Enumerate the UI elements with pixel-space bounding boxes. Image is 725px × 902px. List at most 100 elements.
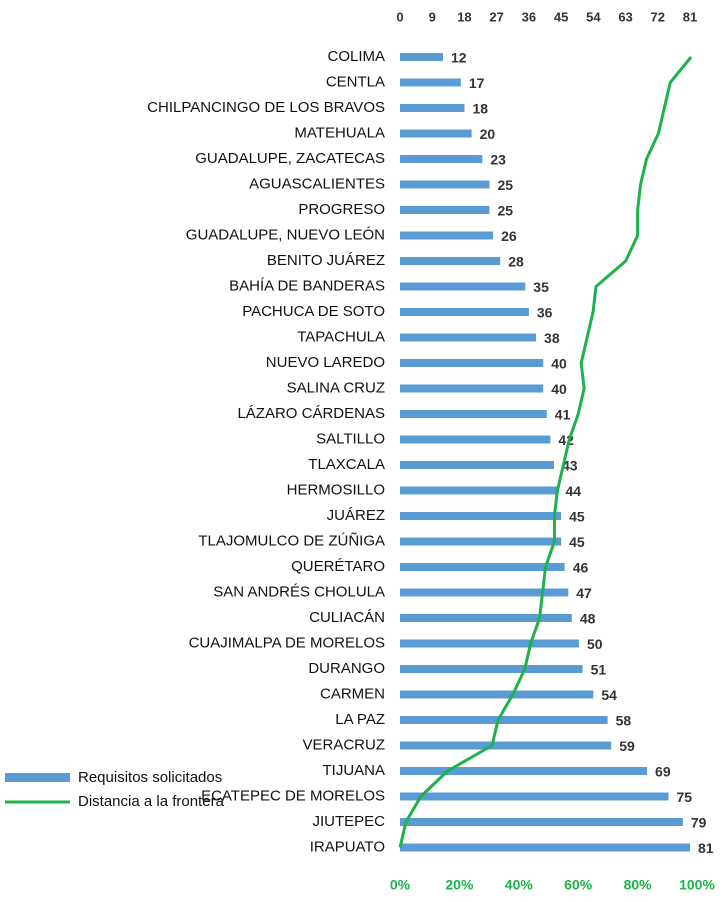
value-label: 28	[508, 254, 524, 270]
x-tick-label: 9	[429, 9, 436, 24]
value-label: 41	[555, 407, 571, 423]
category-label: QUERÉTARO	[291, 558, 385, 575]
legend-label: Distancia a la frontera	[78, 793, 225, 810]
bar	[400, 410, 547, 418]
legend-swatch	[5, 773, 70, 782]
x2-tick-label: 20%	[445, 877, 474, 893]
category-label: ECATEPEC DE MORELOS	[201, 787, 385, 804]
x-tick-label: 36	[522, 9, 536, 24]
category-label: CENTLA	[326, 73, 385, 90]
value-label: 45	[569, 509, 585, 525]
value-label: 45	[569, 534, 585, 550]
value-label: 69	[655, 764, 671, 780]
category-label: CUAJIMALPA DE MORELOS	[189, 634, 385, 651]
value-label: 79	[691, 815, 707, 831]
bar	[400, 206, 490, 214]
bar	[400, 588, 569, 597]
bar	[400, 333, 537, 342]
value-label: 26	[501, 228, 517, 244]
x-tick-label: 63	[618, 9, 632, 24]
category-label: PROGRESO	[298, 201, 385, 218]
value-label: 40	[551, 381, 567, 397]
category-label: GUADALUPE, NUEVO LEÓN	[186, 226, 385, 243]
bar	[400, 537, 562, 546]
value-label: 51	[591, 662, 607, 678]
x-tick-label: 54	[586, 9, 601, 24]
category-label: HERMOSILLO	[287, 481, 385, 498]
x2-tick-label: 80%	[624, 877, 653, 893]
value-label: 43	[562, 458, 578, 474]
bar	[400, 78, 461, 87]
category-label: CULIACÁN	[309, 609, 385, 626]
category-label: GUADALUPE, ZACATECAS	[195, 150, 385, 167]
category-label: COLIMA	[327, 48, 385, 65]
bar	[400, 716, 608, 724]
bar	[400, 512, 562, 520]
category-label: AGUASCALIENTES	[249, 175, 385, 192]
bar	[400, 486, 558, 495]
value-label: 81	[698, 840, 714, 856]
x2-tick-label: 40%	[505, 877, 534, 893]
category-label: TLAJOMULCO DE ZÚÑIGA	[198, 532, 385, 549]
category-label: VERACRUZ	[302, 736, 385, 753]
value-label: 17	[469, 75, 485, 91]
category-label: PACHUCA DE SOTO	[242, 303, 385, 320]
value-label: 35	[533, 279, 549, 295]
bar	[400, 792, 669, 801]
value-label: 38	[544, 330, 560, 346]
category-label: DURANGO	[308, 660, 385, 677]
bar	[400, 563, 565, 571]
bar	[400, 665, 583, 673]
value-label: 25	[498, 177, 514, 193]
category-label: MATEHUALA	[294, 124, 385, 141]
value-label: 44	[566, 483, 582, 499]
line	[398, 56, 693, 848]
value-label: 12	[451, 50, 467, 66]
value-label: 58	[616, 713, 632, 729]
bar	[400, 741, 612, 750]
bar	[400, 767, 648, 775]
bar	[400, 282, 526, 291]
category-label: LÁZARO CÁRDENAS	[237, 405, 385, 422]
category-label: LA PAZ	[335, 711, 385, 728]
category-label: SALINA CRUZ	[287, 379, 385, 396]
value-label: 25	[498, 203, 514, 219]
bar	[400, 308, 529, 316]
value-label: 50	[587, 636, 603, 652]
category-label: TLAXCALA	[308, 456, 385, 473]
value-label: 36	[537, 305, 553, 321]
bar	[400, 359, 544, 367]
bar	[400, 461, 554, 469]
category-label: TAPACHULA	[297, 328, 385, 345]
bar	[400, 104, 465, 112]
legend-label: Requisitos solicitados	[78, 769, 222, 786]
value-label: 47	[576, 585, 592, 601]
bar	[400, 129, 472, 138]
value-label: 23	[490, 152, 506, 168]
bar	[400, 435, 551, 444]
bar	[400, 639, 580, 648]
bar	[400, 818, 683, 826]
bar	[400, 231, 494, 240]
category-label: IRAPUATO	[310, 838, 385, 855]
x-tick-label: 18	[457, 9, 471, 24]
category-label: SALTILLO	[316, 430, 385, 447]
bar	[400, 843, 690, 852]
bar	[400, 690, 594, 699]
bar	[400, 53, 443, 61]
bar	[400, 155, 483, 163]
category-label: CHILPANCINGO DE LOS BRAVOS	[147, 99, 385, 116]
x2-tick-label: 100%	[679, 877, 715, 893]
x-tick-label: 45	[554, 9, 568, 24]
x-tick-label: 27	[489, 9, 503, 24]
category-label: TIJUANA	[322, 762, 385, 779]
x-tick-label: 81	[683, 9, 697, 24]
category-label: BENITO JUÁREZ	[267, 252, 385, 269]
value-label: 46	[573, 560, 589, 576]
x-tick-label: 0	[396, 9, 403, 24]
category-label: BAHÍA DE BANDERAS	[229, 277, 385, 294]
x-tick-label: 72	[651, 9, 665, 24]
value-label: 18	[472, 101, 488, 117]
value-label: 75	[677, 789, 693, 805]
